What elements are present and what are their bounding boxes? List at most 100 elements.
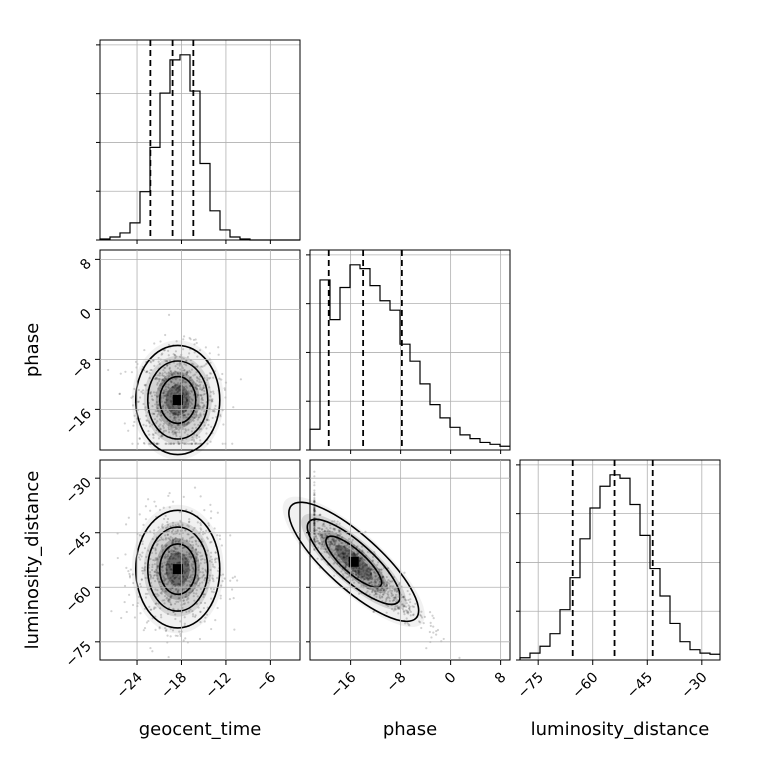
scatter-point — [198, 378, 201, 381]
scatter-point — [168, 550, 171, 554]
scatter-point — [178, 431, 181, 434]
scatter-point — [147, 429, 150, 433]
scatter-point — [336, 534, 339, 537]
scatter-point — [340, 555, 343, 558]
scatter-point — [314, 540, 317, 543]
scatter-point — [150, 551, 154, 554]
scatter-point — [209, 503, 212, 506]
scatter-point — [382, 581, 385, 584]
scatter-point — [381, 575, 384, 579]
scatter-point — [323, 525, 326, 528]
scatter-point — [211, 563, 214, 566]
scatter-point — [321, 535, 324, 538]
scatter-point — [169, 412, 172, 415]
scatter-point — [344, 561, 347, 564]
scatter-point — [177, 554, 181, 558]
scatter-point — [169, 627, 172, 630]
scatter-point — [165, 392, 168, 396]
scatter-point — [129, 568, 132, 571]
scatter-point — [313, 541, 317, 544]
scatter-point — [313, 492, 316, 496]
scatter-point — [168, 555, 171, 559]
scatter-point — [154, 602, 157, 606]
scatter-point — [367, 567, 370, 570]
scatter-point — [320, 534, 323, 537]
scatter-point — [175, 392, 178, 395]
scatter-point — [152, 398, 155, 402]
scatter-point — [212, 588, 215, 591]
scatter-point — [202, 606, 205, 610]
scatter-point — [169, 410, 172, 413]
scatter-point — [379, 589, 382, 592]
scatter-point — [185, 359, 188, 362]
scatter-point — [175, 388, 178, 392]
scatter-point — [360, 545, 364, 548]
scatter-point — [166, 517, 170, 521]
scatter-point — [190, 397, 193, 401]
scatter-point — [184, 391, 188, 394]
scatter-point — [168, 557, 172, 560]
scatter-point — [172, 546, 176, 549]
scatter-point — [228, 597, 232, 601]
scatter-point — [185, 595, 188, 598]
scatter-point — [355, 546, 358, 549]
scatter-point — [380, 568, 383, 571]
scatter-point — [198, 584, 201, 587]
scatter-point — [196, 355, 199, 358]
scatter-point — [402, 595, 406, 598]
scatter-point — [214, 560, 217, 564]
scatter-point — [191, 547, 194, 550]
scatter-point — [190, 578, 193, 582]
scatter-point — [345, 544, 348, 547]
scatter-point — [201, 554, 204, 557]
scatter-point — [335, 556, 338, 559]
scatter-point — [391, 594, 395, 597]
scatter-point — [183, 557, 187, 560]
scatter-point — [313, 513, 316, 516]
scatter-point — [141, 392, 145, 395]
scatter-point — [165, 567, 168, 570]
scatter-point — [131, 442, 134, 445]
scatter-point — [374, 572, 377, 575]
scatter-point — [203, 620, 206, 623]
scatter-point — [315, 537, 319, 540]
scatter-point — [154, 571, 158, 574]
scatter-point — [177, 539, 180, 542]
scatter-point — [222, 423, 225, 426]
scatter-point — [169, 587, 172, 590]
scatter-point — [313, 506, 316, 509]
scatter-point — [386, 592, 389, 595]
scatter-point — [185, 539, 188, 542]
scatter-point — [198, 564, 201, 567]
scatter-point — [161, 381, 165, 384]
scatter-point — [209, 551, 213, 554]
scatter-point — [198, 405, 201, 408]
scatter-point — [158, 627, 161, 630]
scatter-point — [171, 524, 175, 527]
scatter-point — [170, 549, 173, 552]
scatter-point — [186, 556, 189, 559]
scatter-point — [156, 593, 159, 596]
scatter-point — [186, 562, 189, 566]
scatter-point — [363, 573, 366, 576]
scatter-point — [332, 538, 335, 541]
scatter-point — [164, 442, 167, 445]
scatter-point — [313, 548, 316, 552]
scatter-point — [197, 566, 200, 569]
scatter-point — [160, 588, 163, 591]
scatter-point — [146, 592, 149, 595]
x-tick-label: −75 — [515, 670, 547, 702]
scatter-point — [145, 371, 148, 374]
scatter-point — [316, 526, 320, 530]
scatter-point — [154, 549, 157, 552]
scatter-point — [313, 529, 316, 532]
scatter-point — [169, 426, 173, 429]
scatter-point — [174, 413, 177, 416]
scatter-point — [394, 597, 398, 600]
scatter-point — [368, 581, 371, 584]
scatter-point — [174, 383, 177, 386]
scatter-point — [145, 419, 148, 422]
scatter-point — [181, 379, 185, 382]
scatter-point — [161, 588, 164, 591]
scatter-point — [190, 510, 193, 513]
